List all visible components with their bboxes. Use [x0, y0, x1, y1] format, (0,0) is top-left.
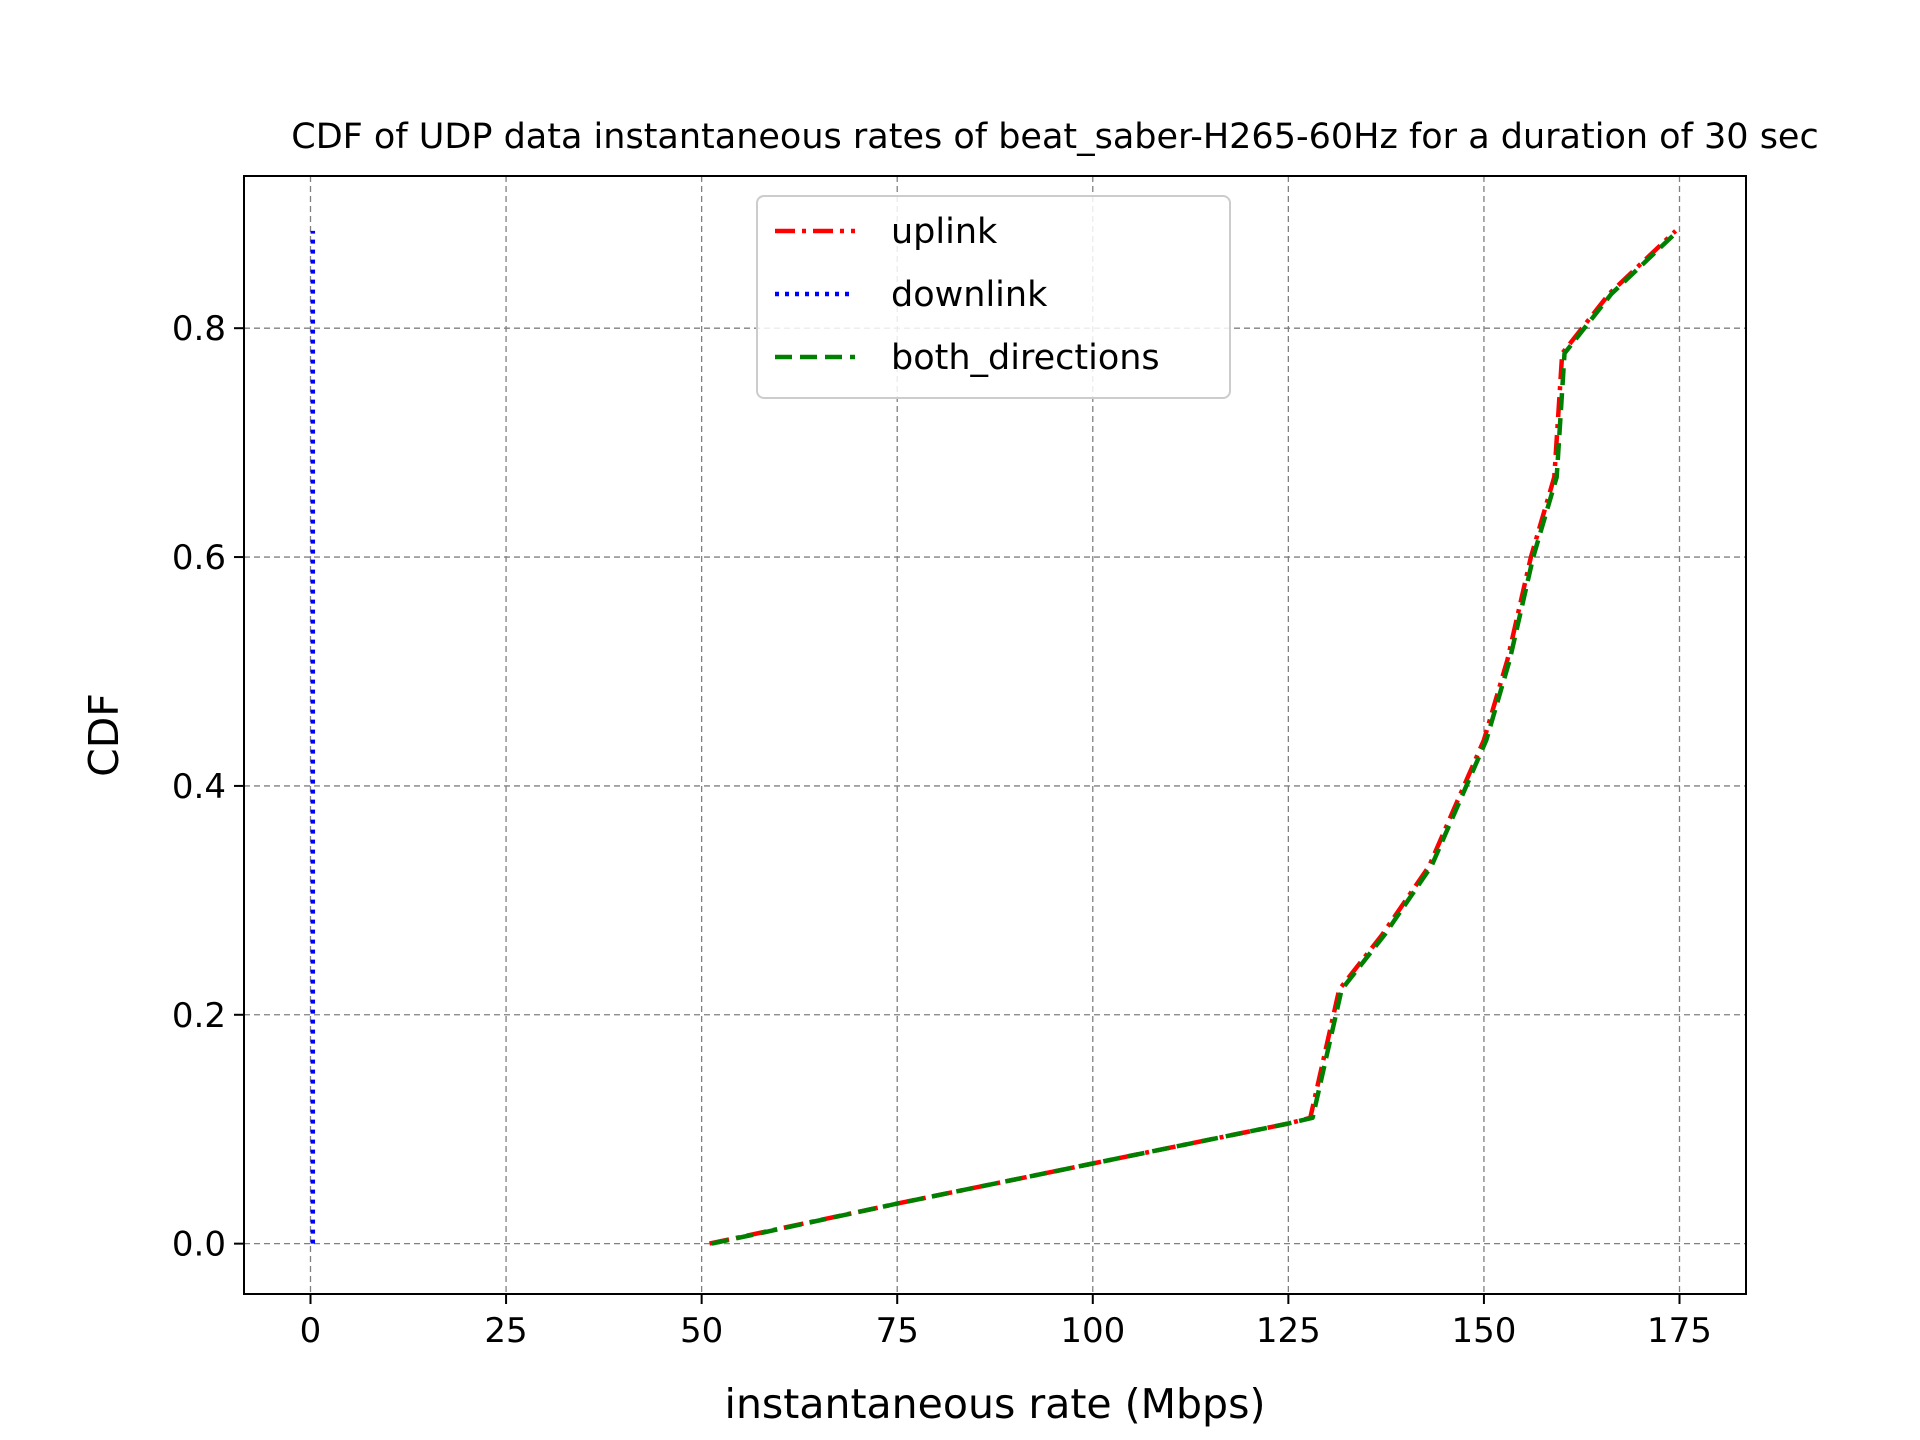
legend-label: both_directions: [891, 338, 1160, 378]
x-tick-label: 100: [1060, 1311, 1125, 1351]
y-axis-label: CDF: [80, 693, 128, 777]
legend-box: [756, 195, 1231, 399]
y-tick-label: 0.4: [172, 767, 226, 807]
chart-title: CDF of UDP data instantaneous rates of b…: [291, 117, 1818, 157]
y-tick-label: 0.0: [172, 1225, 226, 1265]
legend-item-downlink: downlink: [775, 275, 1048, 315]
x-tick-label: 0: [300, 1311, 322, 1351]
x-tick-label: 75: [876, 1311, 919, 1351]
x-tick-label: 25: [484, 1311, 527, 1351]
legend-label: downlink: [891, 275, 1048, 315]
x-tick-label: 50: [680, 1311, 723, 1351]
x-axis: 0 25 50 75 100 125 150 175: [300, 1294, 1712, 1351]
x-axis-label: instantaneous rate (Mbps): [725, 1380, 1266, 1428]
y-tick-label: 0.2: [172, 996, 226, 1036]
x-tick-label: 150: [1451, 1311, 1516, 1351]
series-line-both-directions: [711, 229, 1680, 1246]
legend-item-uplink: uplink: [775, 212, 998, 252]
plot-frame: [243, 175, 1747, 1295]
x-tick-label: 125: [1256, 1311, 1321, 1351]
y-tick-label: 0.6: [172, 538, 226, 578]
y-tick-label: 0.8: [172, 309, 226, 349]
y-axis: 0.0 0.2 0.4 0.6 0.8: [172, 309, 244, 1265]
x-tick-label: 175: [1647, 1311, 1712, 1351]
legend: uplink downlink both_directions: [756, 195, 1231, 399]
legend-label: uplink: [891, 212, 998, 252]
legend-item-both-directions: both_directions: [775, 338, 1160, 378]
series-layer: [310, 229, 1680, 1246]
